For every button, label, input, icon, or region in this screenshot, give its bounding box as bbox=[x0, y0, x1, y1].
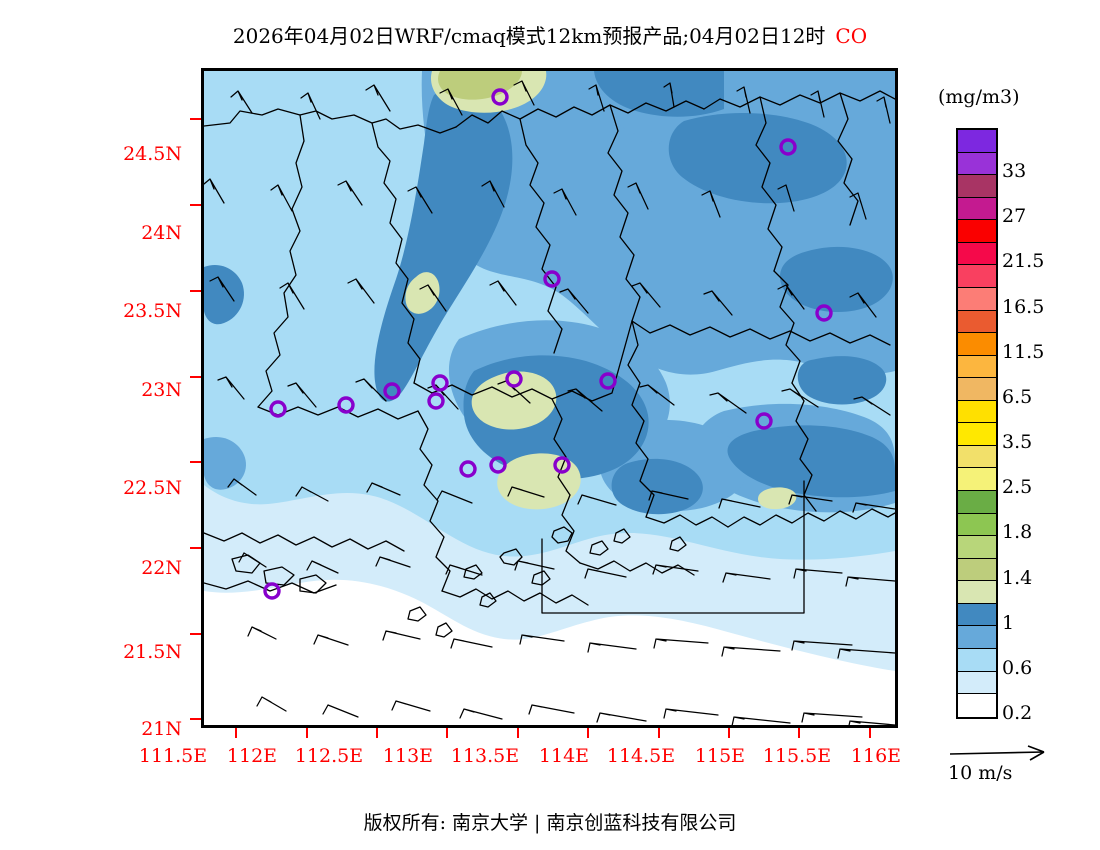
xtick-label: 115E bbox=[694, 745, 746, 767]
colorbar-unit-label: (mg/m3) bbox=[938, 86, 1020, 108]
colorbar-band bbox=[958, 378, 996, 401]
colorbar-tick-label: 1.4 bbox=[1002, 566, 1033, 589]
xtick-label: 113E bbox=[382, 745, 434, 767]
title-species: CO bbox=[835, 24, 868, 48]
colorbar-band bbox=[958, 242, 996, 266]
x-axis-tick bbox=[798, 728, 801, 738]
x-axis-tick bbox=[868, 728, 871, 738]
colorbar-tick-label: 27 bbox=[1002, 205, 1027, 228]
colorbar-tick-label: 0.6 bbox=[1002, 656, 1033, 679]
title-text: 2026年04月02日WRF/cmaq模式12km预报产品;04月02日12时 bbox=[232, 24, 826, 48]
colorbar-band bbox=[958, 400, 996, 424]
ytick-label: 22.5N bbox=[123, 477, 182, 499]
ytick-label: 21.5N bbox=[123, 641, 182, 663]
xtick-label: 112.5E bbox=[294, 745, 364, 767]
ytick-label: 23.5N bbox=[123, 300, 182, 322]
colorbar bbox=[956, 128, 998, 719]
x-axis-tick bbox=[446, 728, 449, 738]
ytick-label: 24.5N bbox=[123, 143, 182, 165]
colorbar-tick-label: 1 bbox=[1002, 611, 1015, 634]
y-axis-tick bbox=[190, 118, 201, 121]
colorbar-band bbox=[958, 197, 996, 221]
xtick-label: 114.5E bbox=[606, 745, 676, 767]
colorbar-band bbox=[958, 513, 996, 537]
wind-arrow-icon bbox=[949, 745, 1045, 761]
colorbar-band bbox=[958, 694, 996, 717]
wind-scale-key: 10 m/s bbox=[948, 742, 1088, 788]
colorbar-tick-label: 11.5 bbox=[1002, 340, 1045, 363]
colorbar-tick-label: 16.5 bbox=[1002, 295, 1045, 318]
colorbar-band bbox=[958, 310, 996, 334]
map-plot-area[interactable] bbox=[201, 68, 898, 728]
page-title: 2026年04月02日WRF/cmaq模式12km预报产品;04月02日12时 C… bbox=[0, 20, 1100, 49]
y-axis-tick bbox=[190, 547, 201, 549]
colorbar-tick-label: 0.2 bbox=[1002, 702, 1033, 724]
colorbar-tick-label: 2.5 bbox=[1002, 476, 1033, 499]
colorbar-tick-label: 1.8 bbox=[1002, 521, 1033, 544]
colorbar-band bbox=[958, 175, 996, 198]
y-axis-tick bbox=[190, 461, 201, 464]
colorbar-band bbox=[958, 152, 996, 176]
x-axis-tick bbox=[657, 728, 660, 738]
colorbar-band bbox=[958, 355, 996, 379]
colorbar-band bbox=[958, 491, 996, 514]
x-axis-tick bbox=[235, 728, 238, 738]
colorbar-band bbox=[958, 287, 996, 311]
y-axis-tick bbox=[190, 289, 201, 292]
y-axis-tick bbox=[190, 632, 201, 635]
y-axis-tick bbox=[190, 718, 201, 721]
footer-company: 南京创蓝科技有限公司 bbox=[546, 812, 737, 834]
x-axis-tick bbox=[376, 728, 378, 738]
footer-copyright: 版权所有: 南京大学 bbox=[363, 812, 529, 834]
x-axis-tick bbox=[516, 728, 519, 738]
ytick-label: 21N bbox=[141, 718, 182, 740]
colorbar-band bbox=[958, 536, 996, 559]
colorbar-band bbox=[958, 671, 996, 695]
y-axis-tick bbox=[190, 204, 201, 207]
xtick-label: 114E bbox=[538, 745, 590, 767]
x-axis-tick bbox=[587, 728, 590, 738]
footer-separator: | bbox=[534, 812, 541, 834]
concentration-field bbox=[204, 71, 895, 725]
xtick-label: 112E bbox=[226, 745, 278, 767]
colorbar-band bbox=[958, 220, 996, 243]
ytick-label: 22N bbox=[141, 557, 182, 579]
colorbar-band bbox=[958, 468, 996, 491]
colorbar-tick-label: 6.5 bbox=[1002, 385, 1033, 408]
y-axis-tick bbox=[190, 375, 201, 378]
footer: 版权所有: 南京大学 | 南京创蓝科技有限公司 bbox=[0, 808, 1100, 835]
wind-scale-label: 10 m/s bbox=[948, 762, 1013, 784]
ytick-label: 23N bbox=[141, 379, 182, 401]
colorbar-band bbox=[958, 626, 996, 649]
colorbar-band bbox=[958, 423, 996, 446]
colorbar-band bbox=[958, 130, 996, 153]
xtick-label: 113.5E bbox=[450, 745, 520, 767]
x-axis-tick bbox=[305, 728, 308, 738]
colorbar-band bbox=[958, 603, 996, 627]
colorbar-tick-label: 33 bbox=[1002, 160, 1027, 183]
colorbar-band bbox=[958, 648, 996, 672]
colorbar-band bbox=[958, 265, 996, 288]
xtick-label: 111.5E bbox=[138, 745, 208, 767]
ytick-label: 24N bbox=[141, 222, 182, 244]
x-axis-tick bbox=[728, 728, 731, 738]
colorbar-band bbox=[958, 445, 996, 469]
xtick-label: 115.5E bbox=[762, 745, 832, 767]
colorbar-tick-label: 3.5 bbox=[1002, 431, 1033, 454]
colorbar-band bbox=[958, 558, 996, 582]
xtick-label: 116E bbox=[850, 745, 902, 767]
colorbar-tick-label: 21.5 bbox=[1002, 250, 1045, 273]
colorbar-band bbox=[958, 581, 996, 604]
colorbar-band bbox=[958, 333, 996, 356]
